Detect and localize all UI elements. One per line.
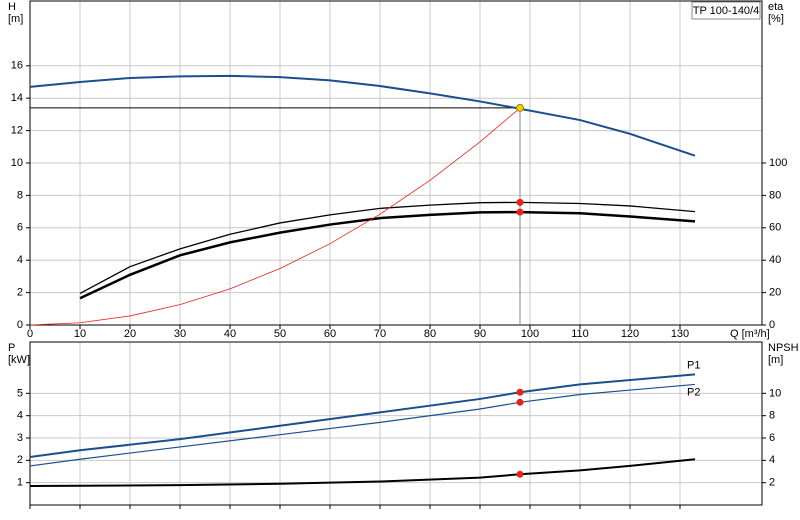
x-tick-label: 20	[124, 328, 136, 340]
y-tick-label: 2	[17, 287, 23, 299]
x-axis-label: Q [m³/h]	[730, 328, 770, 340]
x-tick-label: 40	[224, 328, 236, 340]
y-tick-label: 0	[17, 319, 23, 331]
y2-tick-label: 10	[769, 387, 781, 399]
x-tick-label: 0	[27, 328, 33, 340]
operating-point	[516, 198, 524, 206]
tag-box	[691, 1, 761, 20]
y-tick-label: 3	[17, 432, 23, 444]
x-tick-label: 30	[174, 328, 186, 340]
series-label: P1	[687, 359, 700, 371]
x-tick-label: 60	[324, 328, 336, 340]
y-tick-label: 8	[17, 189, 23, 201]
x-tick-label: 80	[424, 328, 436, 340]
y2-axis-label: eta	[768, 1, 784, 13]
y-axis-label: [m]	[8, 13, 23, 25]
series-line	[29, 383, 696, 467]
y-axis-label: P	[8, 342, 15, 354]
y2-tick-label: 40	[769, 254, 781, 266]
y-tick-label: 14	[11, 92, 23, 104]
y2-tick-label: 60	[769, 222, 781, 234]
operating-point	[516, 398, 524, 406]
y2-axis-label: NPSH	[768, 342, 799, 354]
y-tick-label: 2	[17, 454, 23, 466]
y2-tick-label: 80	[769, 189, 781, 201]
y-tick-label: 5	[17, 387, 23, 399]
x-tick-label: 100	[521, 328, 539, 340]
y2-tick-label: 8	[769, 410, 775, 422]
y2-axis-label: [m]	[768, 354, 783, 366]
y-tick-label: 10	[11, 157, 23, 169]
series-line	[29, 373, 696, 458]
y2-tick-label: 4	[769, 454, 775, 466]
y2-tick-label: 100	[769, 157, 787, 169]
y2-tick-label: 2	[769, 477, 775, 489]
y-axis-label: [kW]	[8, 354, 30, 366]
y2-tick-label: 0	[769, 319, 775, 331]
x-tick-label: 10	[74, 328, 86, 340]
x-tick-label: 70	[374, 328, 386, 340]
series-label: P2	[687, 386, 700, 398]
y2-tick-label: 6	[769, 432, 775, 444]
y2-tick-label: 20	[769, 287, 781, 299]
series-line	[29, 74, 696, 157]
series-line	[29, 107, 521, 326]
y2-axis-label: [%]	[768, 13, 784, 25]
tag-label: TP 100-140/4	[693, 5, 759, 17]
operating-point	[516, 388, 524, 396]
plot-frame	[29, 0, 763, 326]
y-tick-label: 12	[11, 125, 23, 137]
x-tick-label: 110	[571, 328, 589, 340]
x-tick-label: 130	[671, 328, 689, 340]
y-tick-label: 4	[17, 410, 23, 422]
x-tick-label: 90	[474, 328, 486, 340]
operating-point	[516, 470, 524, 478]
series-line	[79, 210, 696, 300]
operating-point	[516, 208, 524, 216]
series-line	[29, 458, 696, 488]
y-tick-label: 1	[17, 477, 23, 489]
operating-point	[516, 103, 524, 112]
plot-frame	[29, 341, 763, 506]
y-tick-label: 4	[17, 254, 23, 266]
series-line	[79, 201, 696, 294]
x-tick-label: 120	[621, 328, 639, 340]
x-tick-label: 50	[274, 328, 286, 340]
y-tick-label: 6	[17, 222, 23, 234]
y-tick-label: 16	[11, 60, 23, 72]
y-axis-label: H	[8, 1, 16, 13]
